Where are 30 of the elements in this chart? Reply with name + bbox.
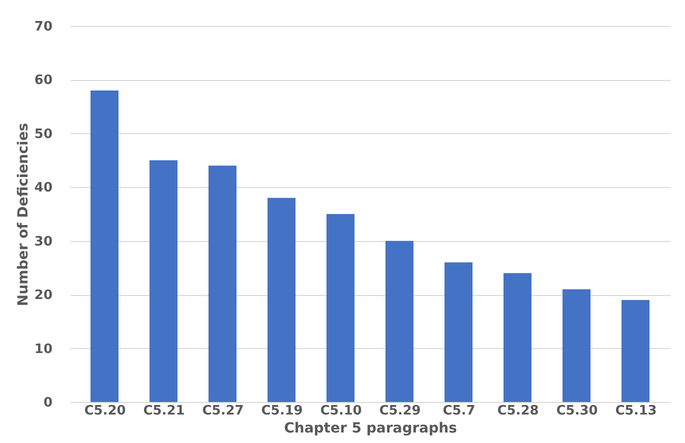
x-tick-label: C5.28	[497, 404, 539, 418]
bar	[504, 273, 532, 402]
bar	[326, 214, 354, 402]
y-tick-label: 70	[34, 20, 52, 34]
bar	[208, 166, 236, 402]
bar	[562, 289, 590, 402]
bar	[90, 90, 118, 402]
y-tick-label: 60	[34, 73, 52, 88]
x-tick-label: C5.21	[143, 404, 185, 418]
x-tick-label: C5.13	[615, 404, 657, 418]
bar	[622, 300, 650, 402]
x-tick-label: C5.10	[320, 404, 362, 418]
y-tick-label: 20	[34, 288, 52, 304]
y-tick-label: 0	[43, 396, 52, 410]
bar	[268, 198, 296, 402]
bar	[386, 240, 414, 402]
x-axis-title: Chapter 5 paragraphs	[284, 420, 457, 436]
x-tick-label: C5.27	[202, 404, 244, 418]
y-tick-label: 10	[34, 342, 52, 357]
y-tick-label: 30	[34, 234, 52, 250]
y-tick-label: 40	[34, 180, 52, 196]
x-tick-label: C5.7	[442, 404, 476, 418]
bar	[150, 160, 178, 402]
x-tick-label: C5.30	[556, 404, 598, 418]
bar	[444, 262, 472, 402]
y-tick-label: 50	[34, 126, 52, 142]
x-tick-label: C5.29	[379, 404, 421, 418]
y-axis-title: Number of Deficiencies	[15, 122, 32, 306]
x-tick-label: C5.20	[84, 404, 126, 418]
x-tick-label: C5.19	[261, 404, 303, 418]
